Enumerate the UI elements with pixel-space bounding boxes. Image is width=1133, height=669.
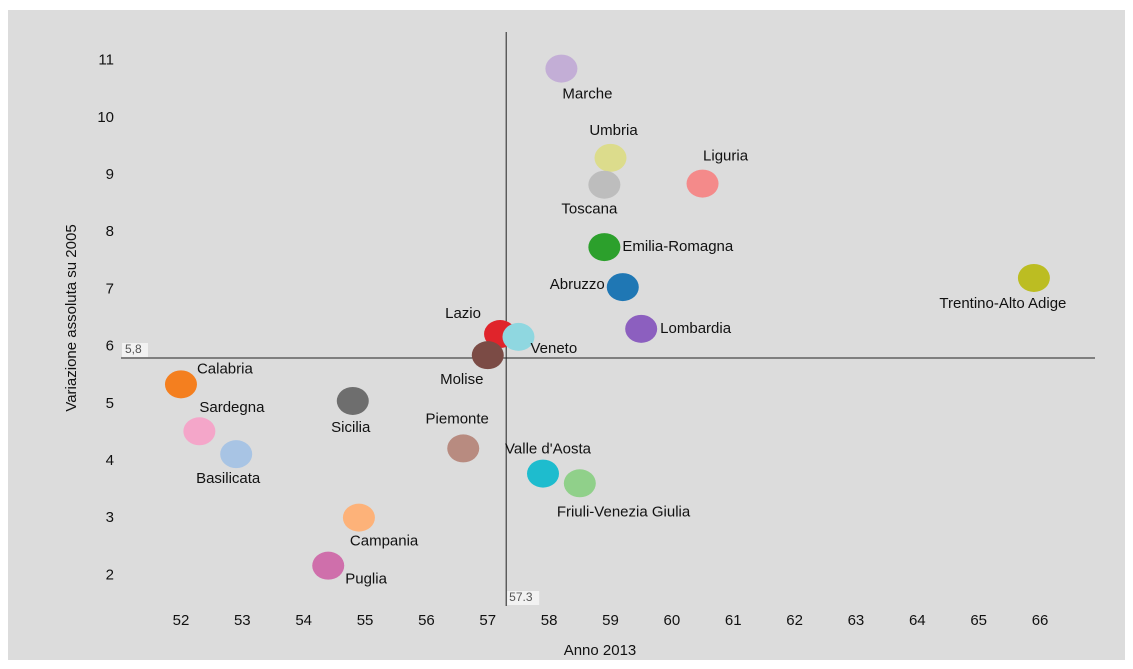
y-tick-label: 3 bbox=[106, 509, 114, 526]
x-tick-label: 53 bbox=[234, 612, 251, 629]
point bbox=[527, 459, 560, 488]
point-label: Campania bbox=[350, 533, 419, 550]
point-label: Veneto bbox=[530, 340, 577, 357]
y-tick-label: 8 bbox=[106, 223, 114, 240]
point-label: Valle d'Aosta bbox=[505, 441, 592, 458]
point bbox=[342, 503, 375, 532]
x-tick-label: 64 bbox=[909, 612, 926, 629]
point bbox=[164, 370, 197, 399]
x-tick-label: 61 bbox=[725, 612, 742, 629]
point-label: Puglia bbox=[345, 571, 387, 588]
point-label: Basilicata bbox=[196, 470, 261, 487]
x-tick-label: 60 bbox=[664, 612, 681, 629]
y-axis-label: Variazione assoluta su 2005 bbox=[63, 224, 80, 411]
x-tick-label: 65 bbox=[970, 612, 987, 629]
point bbox=[447, 434, 480, 463]
point-label: Trentino-Alto Adige bbox=[939, 295, 1066, 312]
y-tick-label: 6 bbox=[106, 338, 114, 355]
point bbox=[502, 322, 535, 351]
point bbox=[588, 233, 621, 262]
point-label: Molise bbox=[440, 371, 483, 388]
x-tick-label: 58 bbox=[541, 612, 558, 629]
reference-label: 5,8 bbox=[125, 342, 142, 356]
y-tick-label: 5 bbox=[106, 395, 114, 412]
background bbox=[8, 10, 1125, 660]
point-label: Sicilia bbox=[331, 419, 371, 436]
x-tick-label: 56 bbox=[418, 612, 435, 629]
x-tick-label: 54 bbox=[295, 612, 312, 629]
y-tick-label: 7 bbox=[106, 280, 114, 297]
point-label: Liguria bbox=[703, 148, 749, 165]
y-tick-label: 4 bbox=[106, 452, 114, 469]
point-label: Calabria bbox=[197, 360, 254, 377]
y-tick-label: 11 bbox=[98, 52, 114, 69]
x-tick-label: 62 bbox=[786, 612, 803, 629]
point bbox=[1017, 263, 1050, 292]
x-tick-label: 57 bbox=[479, 612, 496, 629]
x-axis-label: Anno 2013 bbox=[564, 642, 637, 659]
point bbox=[563, 469, 596, 498]
x-tick-label: 63 bbox=[848, 612, 865, 629]
x-tick-label: 52 bbox=[173, 612, 190, 629]
point-label: Friuli-Venezia Giulia bbox=[557, 503, 691, 520]
point bbox=[220, 440, 253, 469]
point bbox=[336, 386, 369, 415]
point-label: Toscana bbox=[561, 201, 618, 218]
y-tick-label: 2 bbox=[106, 566, 114, 583]
point bbox=[686, 169, 719, 198]
y-tick-label: 9 bbox=[106, 166, 114, 183]
point-label: Lazio bbox=[445, 305, 481, 322]
reference-label-box bbox=[122, 343, 148, 358]
point bbox=[471, 341, 504, 370]
x-tick-label: 55 bbox=[357, 612, 374, 629]
x-tick-label: 59 bbox=[602, 612, 619, 629]
point bbox=[588, 170, 621, 199]
point bbox=[312, 551, 345, 580]
point-label: Umbria bbox=[589, 122, 638, 139]
reference-label: 57.3 bbox=[509, 590, 533, 604]
point bbox=[606, 273, 639, 302]
point-label: Piemonte bbox=[426, 410, 489, 427]
point-label: Emilia-Romagna bbox=[622, 238, 734, 255]
point bbox=[545, 54, 578, 83]
point-label: Abruzzo bbox=[550, 276, 605, 293]
point bbox=[183, 417, 216, 446]
y-tick-label: 10 bbox=[97, 109, 114, 126]
point bbox=[594, 143, 627, 172]
point bbox=[625, 314, 658, 343]
point-label: Marche bbox=[562, 86, 612, 103]
reference-label-box bbox=[507, 591, 540, 605]
x-tick-label: 66 bbox=[1032, 612, 1049, 629]
point-label: Sardegna bbox=[199, 399, 265, 416]
point-label: Lombardia bbox=[660, 320, 732, 337]
